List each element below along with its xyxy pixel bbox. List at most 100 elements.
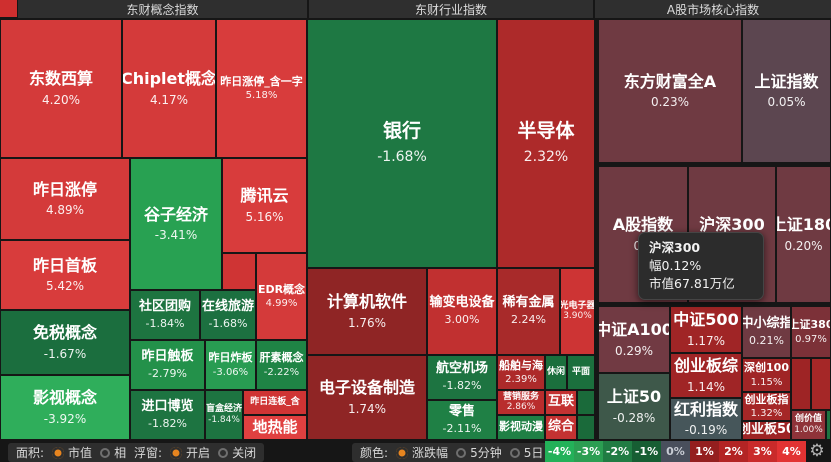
tile-label: 中证A100: [598, 320, 670, 340]
treemap-tile-sliver[interactable]: [577, 390, 595, 415]
treemap-tile-sliver[interactable]: [791, 358, 811, 410]
tile-value: -1.82%: [442, 379, 482, 393]
tile-label: 腾讯云: [240, 186, 289, 206]
tile-value: 3.00%: [444, 313, 480, 327]
treemap-tile[interactable]: 昨日涨停 4.89%: [0, 158, 130, 240]
treemap-tile[interactable]: 红利指数 -0.19%: [670, 398, 742, 440]
treemap-tile[interactable]: 输变电设备 3.00%: [427, 268, 497, 355]
tile-value: 0.97%: [795, 333, 827, 345]
treemap-tile-sliver[interactable]: [826, 410, 831, 440]
radio-option[interactable]: 涨跌幅: [396, 444, 448, 461]
radio-option-label: 市值: [68, 446, 93, 460]
treemap-tile[interactable]: 中证A100 0.29%: [598, 306, 670, 373]
treemap-tile[interactable]: 互联: [545, 390, 577, 415]
treemap-tile[interactable]: 腾讯云 5.16%: [222, 158, 307, 253]
treemap-tile[interactable]: 盲盒经济 -1.84%: [205, 390, 243, 440]
tile-value: 0.05%: [767, 95, 806, 110]
radio-selected-icon[interactable]: [52, 446, 65, 459]
radio-unselected-icon[interactable]: [456, 447, 467, 458]
legend-swatch: 2%: [719, 441, 748, 462]
settings-gear-icon[interactable]: ⚙: [809, 441, 825, 461]
tile-label: 昨日炸板: [208, 351, 253, 365]
tile-value: 0.21%: [749, 333, 784, 347]
treemap-tile[interactable]: 社区团购 -1.84%: [130, 290, 200, 340]
tile-value: 1.76%: [347, 315, 387, 330]
treemap-tile[interactable]: 肝素概念 -2.22%: [256, 340, 307, 390]
tile-label: 昨日连板_含: [250, 397, 300, 408]
treemap-tile[interactable]: 综合: [545, 415, 577, 440]
treemap-tile[interactable]: 稀有金属 2.24%: [497, 268, 560, 355]
radio-option[interactable]: 5分钟: [456, 444, 502, 461]
treemap-tile[interactable]: 创业板综 1.14%: [670, 353, 742, 398]
treemap-tile[interactable]: 计算机软件 1.76%: [307, 268, 427, 355]
treemap-tile[interactable]: 中小综指 0.21%: [742, 306, 791, 358]
treemap-tile[interactable]: 免税概念 -1.67%: [0, 310, 130, 375]
treemap-tile[interactable]: 进口博览 -1.82%: [130, 390, 205, 440]
tile-value: 5.42%: [45, 279, 85, 294]
tile-label: 肝素概念: [259, 351, 304, 365]
treemap-tile[interactable]: 昨日连板_含: [243, 390, 307, 415]
treemap-tile[interactable]: Chiplet概念 4.17%: [122, 19, 216, 158]
tile-label: 输变电设备: [429, 295, 495, 311]
treemap-tile[interactable]: 在线旅游 -1.68%: [200, 290, 256, 340]
radio-option[interactable]: 关闭: [218, 444, 256, 461]
radio-unselected-icon[interactable]: [100, 447, 111, 458]
treemap-tile[interactable]: 光电子器 3.90%: [560, 268, 595, 355]
control-group-label: 面积:: [16, 446, 45, 460]
treemap-tile[interactable]: 昨日炸板 -3.06%: [205, 340, 256, 390]
treemap-tile-sliver[interactable]: [222, 253, 256, 290]
treemap-tile[interactable]: 昨日触板 -2.79%: [130, 340, 205, 390]
treemap-tile[interactable]: 创业板指 1.32%: [742, 392, 791, 421]
treemap-tile[interactable]: 东数西算 4.20%: [0, 19, 122, 158]
treemap-tile[interactable]: 地热能: [243, 415, 307, 440]
treemap-tile-sliver[interactable]: [811, 358, 831, 410]
treemap-tile[interactable]: 休闲: [545, 355, 567, 390]
treemap-tile[interactable]: 东方财富全A 0.23%: [598, 19, 742, 163]
tile-value: 2.32%: [523, 149, 569, 166]
legend-swatch: -3%: [574, 441, 603, 462]
tile-label: 银行: [382, 120, 421, 143]
treemap-tile[interactable]: 航空机场 -1.82%: [427, 355, 497, 400]
tile-label: 上证指数: [754, 71, 819, 91]
treemap-tile[interactable]: 影视动漫: [497, 415, 545, 440]
control-group-label: 浮窗:: [134, 446, 163, 460]
treemap-tile[interactable]: 零售 -2.11%: [427, 400, 497, 440]
treemap-tile[interactable]: 银行 -1.68%: [307, 19, 497, 268]
treemap-tile[interactable]: 创业板50: [742, 421, 791, 440]
treemap-tile[interactable]: EDR概念 4.99%: [256, 253, 307, 340]
treemap-tile[interactable]: 电子设备制造 1.74%: [307, 355, 427, 440]
section-header-3: A股市场核心指数: [595, 0, 831, 18]
treemap-tile[interactable]: 平面: [567, 355, 595, 390]
treemap-tile[interactable]: 中证500 1.17%: [670, 306, 742, 353]
tile-value: -0.28%: [612, 410, 656, 425]
radio-unselected-icon[interactable]: [218, 447, 229, 458]
tile-label: 昨日涨停: [32, 179, 97, 199]
radio-option[interactable]: 5日: [509, 444, 543, 461]
treemap-tile[interactable]: 谷子经济 -3.41%: [130, 158, 222, 290]
treemap-tile[interactable]: 创价值 1.00%: [791, 410, 826, 440]
treemap-tile[interactable]: 营销服务 2.86%: [497, 390, 545, 415]
treemap-tile[interactable]: 上证180 0.20%: [776, 166, 831, 303]
treemap-tile[interactable]: 上证3800.97%: [791, 306, 831, 358]
tile-label: 上证50: [606, 387, 662, 407]
radio-unselected-icon[interactable]: [509, 447, 520, 458]
radio-selected-icon[interactable]: [170, 446, 183, 459]
section-header-1: 东财概念指数: [18, 0, 307, 18]
treemap-tile-sliver[interactable]: [577, 415, 595, 440]
radio-option[interactable]: 市值: [52, 444, 92, 461]
treemap-tile[interactable]: 深创100 1.15%: [742, 358, 791, 392]
bottom-control-bar: ⚙ 面积:市值相同浮窗:开启关闭颜色:涨跌幅5分钟5日-4%-3%-2%-1%0…: [0, 440, 831, 462]
treemap-tile[interactable]: 昨日涨停_含一字 5.18%: [216, 19, 307, 158]
treemap-tile[interactable]: 上证指数 0.05%: [742, 19, 831, 163]
radio-selected-icon[interactable]: [396, 446, 409, 459]
radio-option[interactable]: 开启: [170, 444, 210, 461]
radio-option-label: 5分钟: [470, 446, 502, 460]
tile-value: 1.17%: [686, 333, 726, 348]
treemap-tile[interactable]: 上证50 -0.28%: [598, 373, 670, 440]
tile-label: 上证180: [777, 215, 830, 235]
treemap-tile[interactable]: 船舶与海 2.39%: [497, 355, 545, 390]
tile-label: 创业板50: [743, 422, 790, 438]
treemap-tile[interactable]: 影视概念 -3.92%: [0, 375, 130, 440]
treemap-tile[interactable]: 半导体 2.32%: [497, 19, 595, 268]
treemap-tile[interactable]: 昨日首板 5.42%: [0, 240, 130, 310]
